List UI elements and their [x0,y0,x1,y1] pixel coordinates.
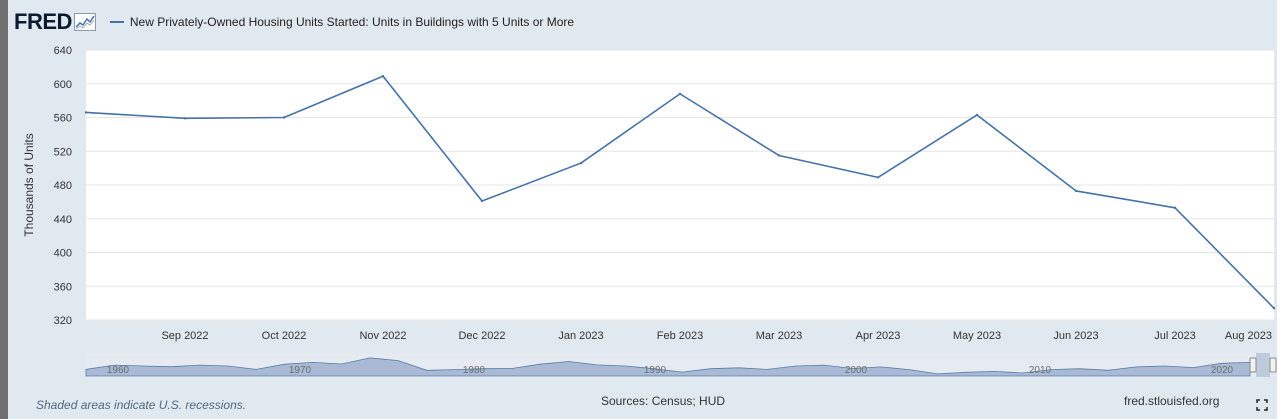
fred-graph-icon [73,13,96,31]
y-tick-label: 400 [54,248,72,260]
fred-logo-text: FRED [14,9,72,34]
fullscreen-icon[interactable] [1256,399,1268,411]
data-point[interactable] [183,117,187,120]
navigator-year-label: 2010 [1029,365,1052,376]
navigator [85,357,1251,377]
navigator-year-label: 2020 [1211,365,1234,376]
navigator-year-label: 1970 [289,365,312,376]
data-point[interactable] [777,154,781,157]
x-tick-label: Mar 2023 [756,330,802,342]
data-point[interactable] [876,176,880,179]
data-point[interactable] [1173,206,1177,209]
x-tick-label: Oct 2022 [262,330,307,342]
series-group [84,74,1276,310]
navigator-area [85,357,1251,377]
navigator-year-label: 2000 [845,365,868,376]
chart-legend[interactable]: New Privately-Owned Housing Units Starte… [109,15,575,29]
y-tick-label: 360 [54,281,72,293]
legend-series-label: New Privately-Owned Housing Units Starte… [129,15,575,29]
x-tick-label: Jan 2023 [558,330,603,342]
sources-text: Sources: Census; HUD [601,394,726,408]
x-tick-label: Dec 2022 [458,330,505,342]
y-tick-label: 320 [54,315,72,327]
y-tick-label: 600 [54,79,72,91]
x-tick-label: Feb 2023 [657,330,703,342]
window-edge-right [1277,0,1280,419]
navigator-year-label: 1980 [463,365,486,376]
data-point[interactable] [1272,306,1276,310]
navigator-year-label: 1960 [107,365,130,376]
data-point[interactable] [678,92,682,96]
fred-url-link[interactable]: fred.stlouisfed.org [1124,394,1220,408]
data-point[interactable] [1074,189,1078,193]
y-tick-label: 560 [54,113,72,125]
window-edge [0,0,8,419]
navigator-selection[interactable] [1256,353,1270,377]
navigator-year-label: 1990 [644,365,667,376]
y-tick-label: 640 [54,45,72,57]
navigator-handle-right[interactable] [1269,357,1277,373]
data-point[interactable] [975,113,979,117]
data-point[interactable] [381,74,385,78]
x-axis-ticks: Sep 2022 Oct 2022 Nov 2022 Dec 2022 Jan 2023… [161,330,1272,342]
x-tick-label: Jun 2023 [1053,330,1098,342]
recession-note: Shaded areas indicate U.S. recessions. [36,398,247,412]
chart-header: FRED New Privately-Owned Housing Units S… [14,8,574,36]
y-axis-title: Thousands of Units [22,133,36,236]
data-point[interactable] [84,111,88,114]
x-tick-label: Nov 2022 [359,330,406,342]
grid-lines [86,49,1274,321]
x-tick-label: Aug 2023 [1225,330,1272,342]
navigator-handle-left[interactable] [1249,357,1257,373]
y-tick-label: 520 [54,146,72,158]
x-tick-label: Sep 2022 [161,330,208,342]
y-tick-label: 440 [54,214,72,226]
x-tick-label: Apr 2023 [856,330,901,342]
fred-logo[interactable]: FRED [14,9,96,35]
y-tick-label: 480 [54,180,72,192]
data-point[interactable] [480,199,484,203]
legend-series-swatch [109,21,124,23]
data-point[interactable] [579,161,583,165]
navigator-labels: 1960 1970 1980 1990 2000 2010 2020 [107,365,1234,376]
y-axis-ticks: 320 360 400 440 480 520 560 600 640 [54,45,72,327]
x-tick-label: May 2023 [953,330,1001,342]
x-tick-label: Jul 2023 [1154,330,1196,342]
data-point[interactable] [282,116,286,119]
